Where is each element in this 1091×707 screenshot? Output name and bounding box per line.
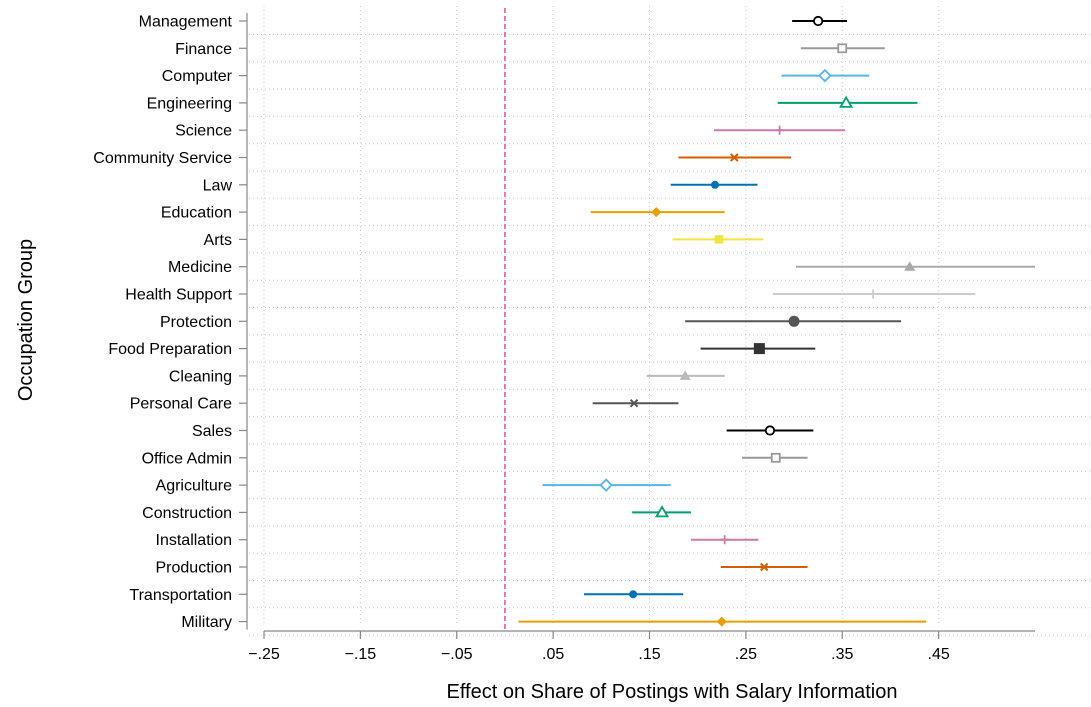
point-marker bbox=[837, 43, 848, 54]
point-marker bbox=[904, 261, 916, 271]
point-marker bbox=[770, 452, 781, 463]
category-label: Protection bbox=[160, 314, 232, 331]
point-marker bbox=[720, 535, 729, 545]
category-label: Science bbox=[175, 123, 232, 140]
category-label: Installation bbox=[156, 532, 233, 549]
point-marker bbox=[711, 180, 720, 189]
category-label: Computer bbox=[162, 68, 233, 85]
category-label: Food Preparation bbox=[108, 341, 232, 358]
x-tick-label: −.05 bbox=[441, 646, 473, 663]
point-marker bbox=[629, 398, 639, 408]
y-axis-title: Occupation Group bbox=[15, 239, 37, 401]
point-marker bbox=[839, 95, 854, 108]
category-label: Education bbox=[161, 205, 232, 222]
point-marker bbox=[818, 68, 832, 83]
x-axis-title: Effect on Share of Postings with Salary … bbox=[447, 681, 898, 703]
point-marker bbox=[775, 125, 784, 135]
point-marker bbox=[714, 235, 724, 244]
labels: −.25 −.15 −.05 .05 .15 .25 .35 .45 Management Fin… bbox=[93, 14, 950, 664]
category-label: Transportation bbox=[129, 587, 232, 604]
point-marker bbox=[716, 616, 727, 627]
point-marker bbox=[651, 207, 662, 218]
category-label: Sales bbox=[192, 423, 232, 440]
point-marker bbox=[654, 505, 670, 518]
category-label: Medicine bbox=[168, 259, 232, 276]
category-label: Construction bbox=[142, 505, 232, 522]
x-tick-label: .35 bbox=[831, 646, 853, 663]
x-tick-label: .45 bbox=[928, 646, 950, 663]
category-label: Law bbox=[203, 177, 233, 194]
point-marker bbox=[629, 590, 638, 599]
category-label: Engineering bbox=[147, 95, 232, 112]
point-marker bbox=[679, 370, 691, 380]
point-marker bbox=[869, 289, 878, 299]
point-marker bbox=[730, 153, 739, 162]
category-label: Community Service bbox=[93, 150, 232, 167]
category-label: Finance bbox=[175, 41, 232, 58]
axes bbox=[239, 13, 1035, 639]
category-label: Military bbox=[181, 614, 232, 631]
confidence-intervals bbox=[518, 20, 1035, 623]
category-label: Office Admin bbox=[142, 450, 232, 467]
point-marker bbox=[788, 315, 800, 327]
category-label: Personal Care bbox=[130, 396, 232, 413]
gridlines bbox=[249, 6, 1091, 636]
x-tick-label: −.25 bbox=[248, 646, 280, 663]
point-marker bbox=[753, 343, 765, 355]
x-tick-label: .05 bbox=[542, 646, 564, 663]
point-marker bbox=[764, 425, 776, 436]
category-label: Health Support bbox=[125, 287, 232, 304]
point-estimates bbox=[599, 15, 916, 627]
category-label: Arts bbox=[204, 232, 232, 249]
point-marker bbox=[599, 478, 613, 492]
x-tick-label: .25 bbox=[735, 646, 757, 663]
category-label: Agriculture bbox=[156, 478, 233, 495]
category-label: Production bbox=[156, 560, 233, 577]
x-tick-label: −.15 bbox=[345, 646, 377, 663]
point-marker bbox=[759, 562, 769, 572]
point-marker bbox=[813, 15, 824, 27]
category-label: Management bbox=[139, 14, 233, 31]
x-tick-label: .15 bbox=[638, 646, 660, 663]
category-label: Cleaning bbox=[169, 368, 232, 385]
